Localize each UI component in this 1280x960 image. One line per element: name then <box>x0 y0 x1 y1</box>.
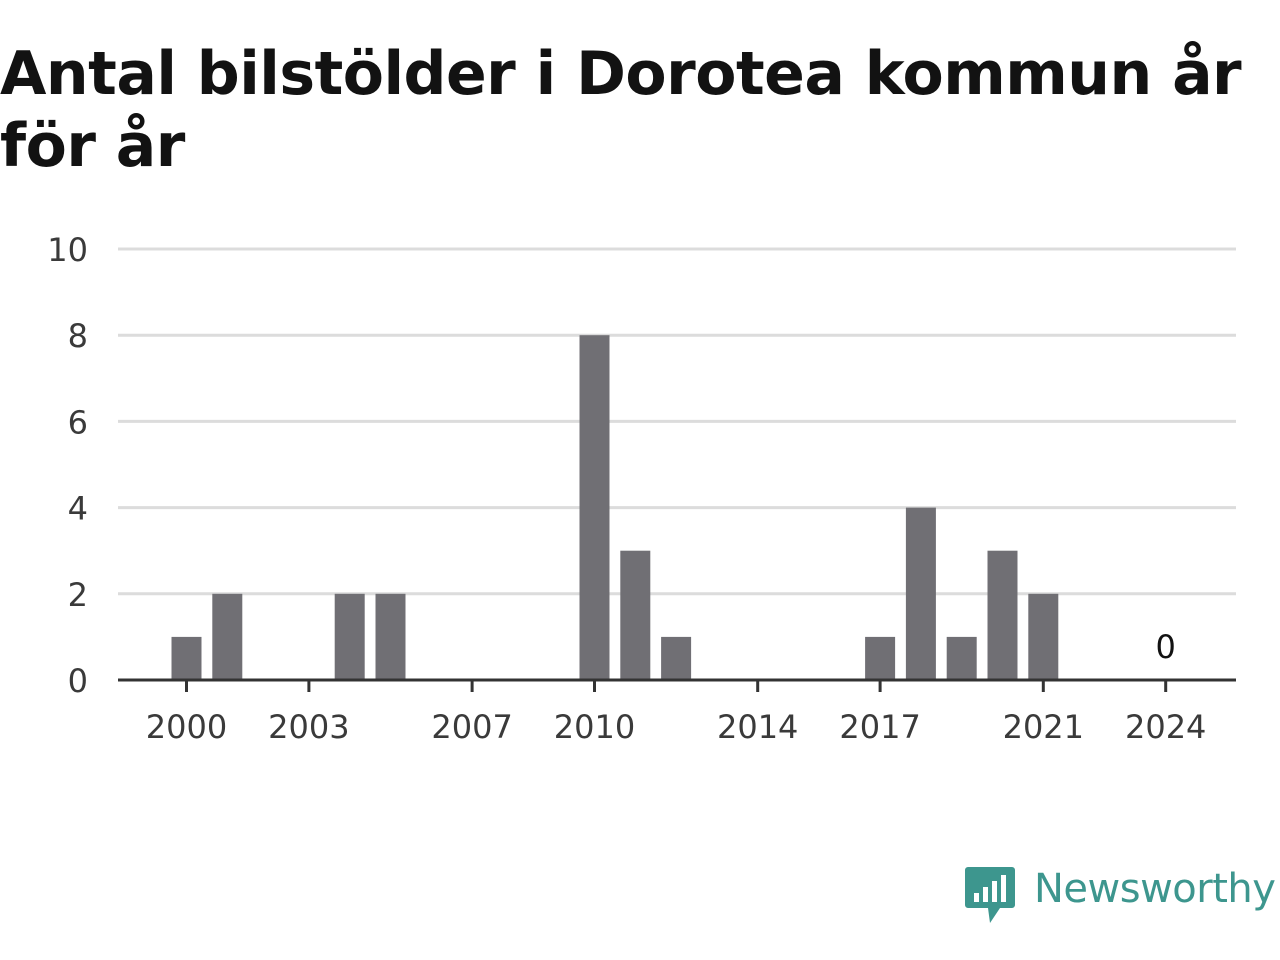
x-tick-label: 2024 <box>1125 708 1206 746</box>
x-axis: 2000 2003 2007 2010 2014 2017 2021 2024 <box>146 680 1206 746</box>
x-tick-label: 2017 <box>839 708 920 746</box>
data-label-2024: 0 <box>1156 628 1176 666</box>
y-tick-label: 0 <box>68 662 88 700</box>
y-tick-label: 6 <box>68 403 88 441</box>
bar-2017 <box>865 636 896 680</box>
annotations: 0 <box>1156 628 1176 666</box>
newsworthy-logo-icon <box>965 867 1015 923</box>
bar-2005 <box>375 593 406 680</box>
x-tick-label: 2014 <box>717 708 798 746</box>
gridlines <box>118 247 1236 596</box>
bar-2004 <box>334 593 365 680</box>
y-tick-label: 4 <box>68 490 88 528</box>
bar-2010 <box>579 335 610 680</box>
newsworthy-brand: Newsworthy <box>964 864 1276 928</box>
x-tick-label: 2003 <box>268 708 349 746</box>
bar-2019 <box>946 636 977 680</box>
y-tick-label: 2 <box>68 576 88 614</box>
bar-2000 <box>171 636 202 680</box>
bar-2012 <box>661 636 692 680</box>
chart-title: Antal bilstölder i Dorotea kommun år för… <box>0 39 1242 181</box>
x-tick-label: 2007 <box>431 708 512 746</box>
y-tick-label: 10 <box>47 231 88 269</box>
bar-2020 <box>987 550 1018 680</box>
bar-2021 <box>1028 593 1059 680</box>
y-axis: 0 2 4 6 8 10 <box>47 231 88 700</box>
x-tick-label: 2000 <box>146 708 227 746</box>
y-tick-label: 8 <box>68 317 88 355</box>
x-tick-label: 2010 <box>554 708 635 746</box>
bar-2011 <box>620 550 651 680</box>
brand-name: Newsworthy <box>1034 866 1276 912</box>
bar-2001 <box>212 593 243 680</box>
bars <box>171 335 1059 680</box>
x-tick-label: 2021 <box>1003 708 1084 746</box>
bar-2018 <box>905 507 936 680</box>
